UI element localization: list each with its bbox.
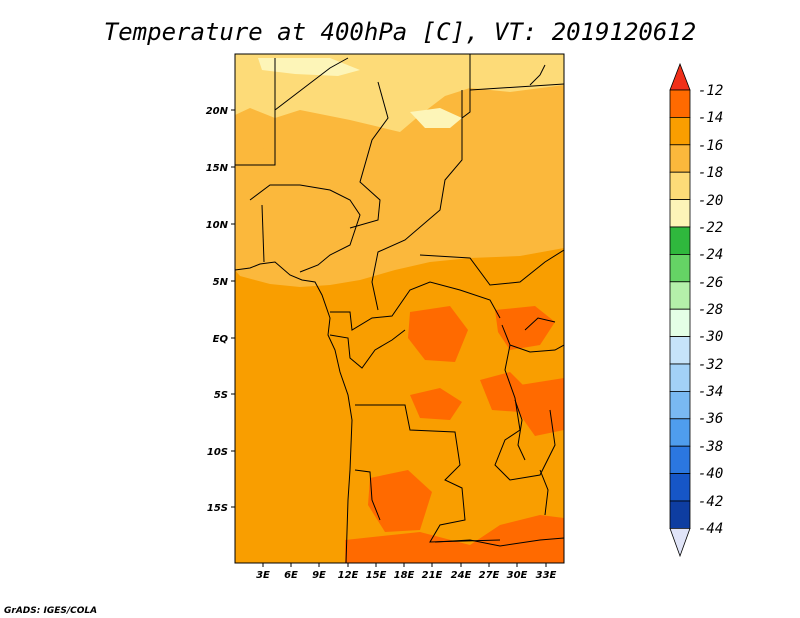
map-title: Temperature at 400hPa [C], VT: 201912061…	[104, 18, 696, 46]
coastline	[235, 261, 353, 563]
colorbar-segment	[669, 226, 691, 255]
colorbar-label: -34	[698, 384, 723, 400]
colorbar-label: -14	[698, 110, 723, 126]
border-line-5	[461, 54, 471, 119]
colorbar-label: -28	[698, 302, 723, 318]
field-patch-2	[460, 160, 548, 210]
colorbar-label: -24	[698, 247, 723, 263]
colorbar-segment	[669, 336, 691, 365]
border-line-2	[274, 57, 349, 111]
colorbar-segment	[669, 418, 691, 447]
border-line-11	[329, 329, 406, 369]
colorbar-segment	[669, 171, 691, 200]
map-frame	[234, 53, 565, 564]
border-line-14	[354, 469, 381, 521]
lon-label: 27E	[479, 570, 500, 581]
colorbar-label: -22	[698, 220, 723, 236]
colorbar-segment	[669, 89, 691, 118]
colorbar-label: -38	[698, 439, 723, 455]
lon-label: 21E	[422, 570, 443, 581]
colorbar-segments	[669, 89, 691, 529]
lon-label: 12E	[338, 570, 359, 581]
field-region-14f	[368, 470, 432, 532]
lake-tanganyika-outline	[514, 399, 526, 461]
colorbar-label: -30	[698, 329, 723, 345]
lat-label: 5S	[214, 390, 228, 401]
colorbar-label: -18	[698, 165, 723, 181]
border-line-16	[434, 537, 564, 547]
field-region-22a	[258, 58, 360, 76]
lat-label: EQ	[213, 334, 229, 345]
border-line-10	[330, 281, 501, 331]
colorbar-label: -36	[698, 411, 723, 427]
field-region-14c	[410, 388, 462, 420]
colorbar: -12 -14 -16 -18 -20 -22 -24 -26 -28 -30 …	[669, 62, 723, 558]
lon-label: 9E	[312, 570, 326, 581]
border-line-1	[235, 58, 276, 166]
field-region-14b	[495, 306, 555, 350]
lon-label: 3E	[256, 570, 270, 581]
colorbar-segment	[669, 473, 691, 502]
colorbar-label: -42	[698, 494, 723, 510]
temperature-field	[235, 54, 564, 563]
lon-label: 33E	[536, 570, 557, 581]
border-line-15	[509, 344, 564, 353]
colorbar-label: -44	[698, 521, 723, 537]
field-region-14e	[518, 378, 564, 436]
colorbar-segment	[669, 144, 691, 173]
colorbar-bottom-arrow	[669, 528, 691, 558]
lat-label: 15S	[207, 503, 228, 514]
lon-label: 18E	[394, 570, 415, 581]
colorbar-label: -20	[698, 193, 723, 209]
colorbar-segment	[669, 308, 691, 338]
field-region-14a	[408, 306, 468, 362]
colorbar-segment	[669, 500, 691, 529]
lat-axis: 20N 15N 10N 5N EQ 5S 10S 15S	[206, 106, 235, 514]
lon-label: 6E	[284, 570, 298, 581]
field-region-14g	[345, 515, 564, 563]
colorbar-segment	[669, 117, 691, 146]
colorbar-segment	[669, 199, 691, 228]
colorbar-segment	[669, 253, 691, 283]
lat-label: 15N	[206, 163, 229, 174]
lat-label: 20N	[206, 106, 229, 117]
colorbar-segment	[669, 281, 691, 310]
colorbar-label: -40	[698, 466, 723, 482]
lon-axis: 3E 6E 9E 12E 15E 18E 21E 24E 27E 30E 33E	[256, 563, 557, 581]
lake-malawi-outline	[539, 469, 549, 516]
lon-label: 15E	[366, 570, 387, 581]
field-region-14d	[480, 372, 530, 412]
colorbar-label: -16	[698, 138, 723, 154]
field-region-22b	[410, 108, 462, 128]
map-panel: 20N 15N 10N 5N EQ 5S 10S 15S 3E 6E 9E 12…	[206, 53, 565, 581]
lat-label: 5N	[213, 277, 229, 288]
border-line-13	[355, 404, 501, 543]
border-line-7	[419, 249, 564, 286]
border-line-6	[469, 83, 564, 91]
borders	[235, 54, 564, 563]
lat-label: 10N	[206, 220, 229, 231]
grads-credit: GrADS: IGES/COLA	[4, 606, 97, 616]
border-line-4	[371, 90, 463, 311]
lon-label: 30E	[507, 570, 528, 581]
colorbar-top-arrow	[669, 62, 691, 91]
lake-victoria-outline	[524, 317, 556, 331]
lat-label: 10S	[207, 447, 228, 458]
border-line-9	[261, 204, 265, 263]
colorbar-label: -26	[698, 275, 723, 291]
border-line-3	[349, 81, 389, 229]
colorbar-segment	[669, 390, 691, 420]
colorbar-segment	[669, 363, 691, 392]
border-line-12	[494, 324, 556, 481]
colorbar-segment	[669, 445, 691, 475]
colorbar-label: -32	[698, 357, 723, 373]
colorbar-label: -12	[698, 83, 723, 99]
lon-label: 24E	[451, 570, 472, 581]
red-sea-outline	[529, 64, 546, 86]
border-line-8	[249, 184, 361, 273]
